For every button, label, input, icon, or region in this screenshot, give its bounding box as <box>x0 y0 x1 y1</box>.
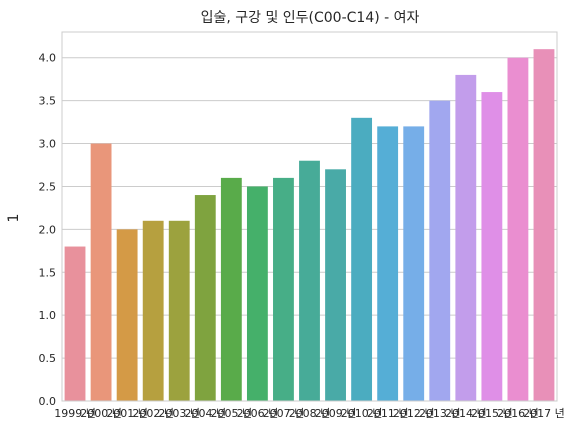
y-tick-label: 1.0 <box>39 309 57 322</box>
chart-title: 입술, 구강 및 인두(C00-C14) - 여자 <box>201 10 420 26</box>
x-tick-label: 2001 년 <box>106 407 148 420</box>
bar <box>481 92 503 402</box>
y-tick-label: 3.5 <box>39 95 57 108</box>
bars <box>64 49 555 402</box>
y-axis-label: 1 <box>6 214 22 223</box>
bar <box>90 143 112 401</box>
y-tick-label: 2.5 <box>39 180 57 193</box>
x-tick-label: 2010 년 <box>341 407 383 420</box>
bar <box>194 195 216 401</box>
plot-frame <box>61 31 558 402</box>
x-tick-label: 2004 년 <box>184 407 226 420</box>
x-tick-label: 2014 년 <box>445 407 487 420</box>
x-tick-label: 2008 년 <box>289 407 331 420</box>
bar <box>299 160 320 401</box>
x-tick-label: 1999 년 <box>54 407 96 420</box>
x-tick-label: 2009 년 <box>315 407 357 420</box>
x-tick-label: 2003 년 <box>158 407 200 420</box>
x-tick-label: 2005 년 <box>211 407 253 420</box>
y-tick-label: 0.5 <box>39 352 57 365</box>
x-tick-label: 2006 년 <box>237 407 279 420</box>
y-tick-label: 1.5 <box>39 266 57 279</box>
bar <box>377 126 399 401</box>
bar <box>142 220 164 401</box>
bar <box>273 177 294 401</box>
bar <box>429 100 451 402</box>
bar <box>246 186 268 401</box>
bar <box>64 246 86 401</box>
bar <box>168 220 190 401</box>
bar <box>116 229 138 401</box>
bar <box>403 126 425 401</box>
x-tick-label: 2016 년 <box>497 407 539 420</box>
bar <box>220 177 242 401</box>
y-tick-labels: 0.0 0.5 1.0 1.5 2.0 2.5 3.0 3.5 4.0 <box>39 52 57 408</box>
y-tick-label: 3.0 <box>39 138 57 151</box>
bar <box>325 169 346 401</box>
bar <box>455 74 477 401</box>
bar <box>533 49 555 402</box>
y-tick-label: 4.0 <box>39 52 57 65</box>
x-tick-label: 2012 년 <box>393 407 435 420</box>
y-tick-label: 0.0 <box>39 395 57 408</box>
x-tick-label: 2007 년 <box>263 407 305 420</box>
x-tick-label: 2000 년 <box>80 407 122 420</box>
x-tick-label: 2011 년 <box>367 407 409 420</box>
x-tick-label: 2015 년 <box>471 407 513 420</box>
bar <box>351 117 373 401</box>
x-tick-label: 2002 년 <box>132 407 174 420</box>
y-tick-label: 2.0 <box>39 223 57 236</box>
x-tick-label: 2013 년 <box>419 407 461 420</box>
bar <box>507 57 529 401</box>
x-tick-label: 2017 년 <box>523 407 565 420</box>
